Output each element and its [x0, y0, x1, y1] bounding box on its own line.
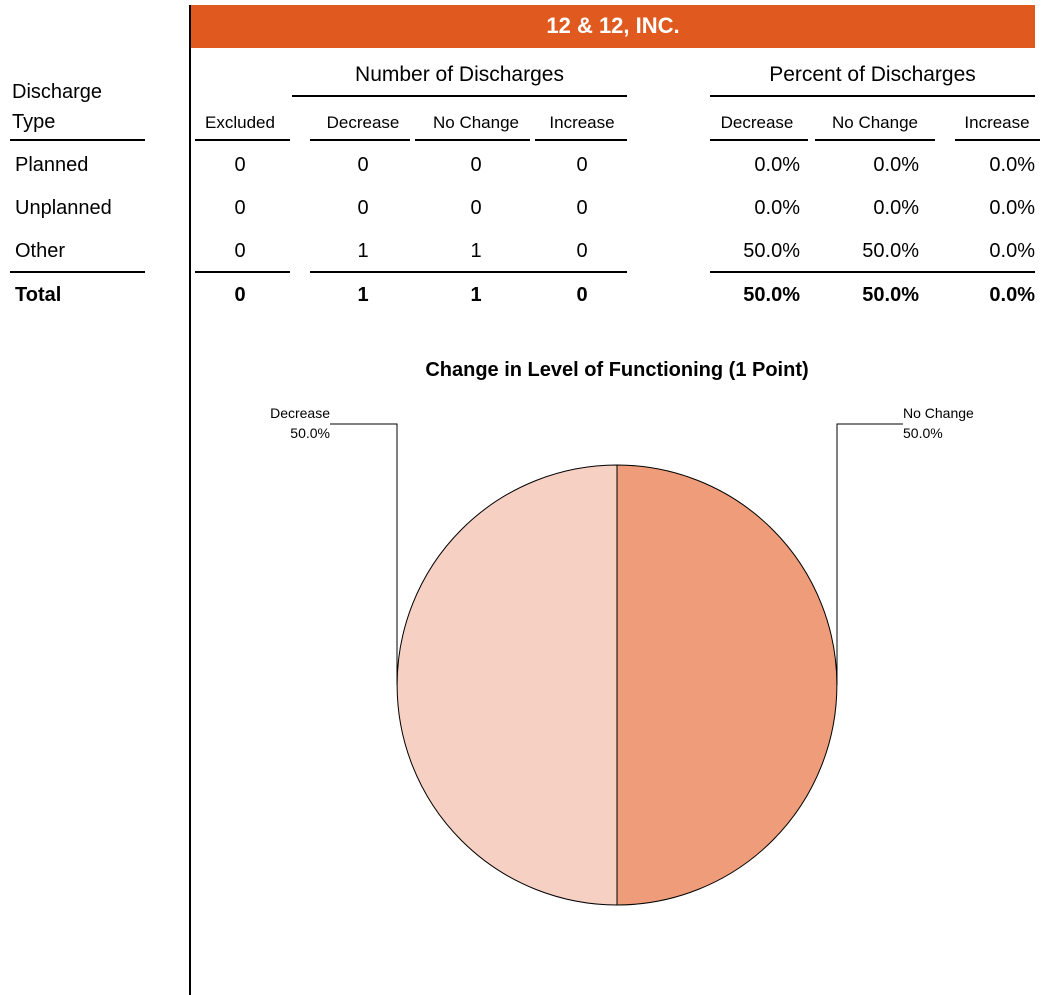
rule — [195, 139, 290, 141]
row-header: Discharge — [12, 81, 103, 103]
total-cell: 50.0% — [743, 284, 800, 306]
cell: 1 — [470, 240, 482, 262]
rule — [710, 139, 808, 141]
rule — [10, 139, 145, 141]
total-cell: 1 — [470, 284, 482, 306]
cell: 0 — [576, 240, 588, 262]
cell: 0.0% — [989, 240, 1035, 262]
rule — [310, 271, 627, 273]
cell: 0 — [576, 154, 588, 176]
left-rule — [189, 5, 191, 995]
cell: 0 — [357, 197, 369, 219]
cell: 0.0% — [754, 197, 800, 219]
slice-value-label: 50.0% — [290, 425, 330, 441]
cell: 0 — [234, 240, 246, 262]
chart-title: Change in Level of Functioning (1 Point) — [425, 359, 808, 381]
column-header: Decrease — [720, 113, 794, 132]
cell: 0 — [470, 197, 482, 219]
leader-line — [836, 423, 903, 685]
row-label: Planned — [15, 154, 89, 176]
column-header: No Change — [831, 113, 918, 132]
column-header: Excluded — [205, 113, 275, 132]
header-title: 12 & 12, INC. — [546, 13, 680, 38]
rule — [10, 271, 145, 273]
cell: 0.0% — [754, 154, 800, 176]
total-label: Total — [15, 284, 62, 306]
group-header: Percent of Discharges — [769, 63, 976, 86]
slice-value-label: 50.0% — [903, 425, 943, 441]
group-header: Number of Discharges — [355, 63, 564, 86]
pie-slice — [396, 464, 618, 906]
total-cell: 0 — [576, 284, 588, 306]
total-cell: 0.0% — [989, 284, 1035, 306]
pie-slice — [616, 464, 838, 906]
rule — [292, 95, 627, 97]
leader-line — [330, 423, 398, 685]
cell: 0.0% — [873, 154, 919, 176]
rule — [195, 271, 290, 273]
rule — [710, 271, 1035, 273]
row-label: Other — [15, 240, 66, 262]
column-header: Increase — [549, 113, 615, 132]
cell: 50.0% — [743, 240, 800, 262]
rule — [815, 139, 935, 141]
cell: 0.0% — [873, 197, 919, 219]
cell: 0 — [357, 154, 369, 176]
cell: 0 — [234, 197, 246, 219]
rule — [310, 139, 410, 141]
row-header: Type — [12, 111, 56, 133]
cell: 0 — [234, 154, 246, 176]
total-cell: 1 — [357, 284, 369, 306]
cell: 0.0% — [989, 154, 1035, 176]
header-bar — [191, 5, 1035, 48]
slice-label: No Change — [903, 405, 974, 421]
total-cell: 0 — [234, 284, 246, 306]
cell: 0 — [470, 154, 482, 176]
rule — [955, 139, 1040, 141]
column-header: Increase — [964, 113, 1030, 132]
cell: 50.0% — [862, 240, 919, 262]
column-header: Decrease — [326, 113, 400, 132]
cell: 1 — [357, 240, 369, 262]
column-header: No Change — [432, 113, 519, 132]
rule — [415, 139, 530, 141]
rule — [710, 95, 1035, 97]
cell: 0.0% — [989, 197, 1035, 219]
total-cell: 50.0% — [862, 284, 919, 306]
row-label: Unplanned — [15, 197, 112, 219]
rule — [535, 139, 627, 141]
cell: 0 — [576, 197, 588, 219]
slice-label: Decrease — [270, 405, 330, 421]
